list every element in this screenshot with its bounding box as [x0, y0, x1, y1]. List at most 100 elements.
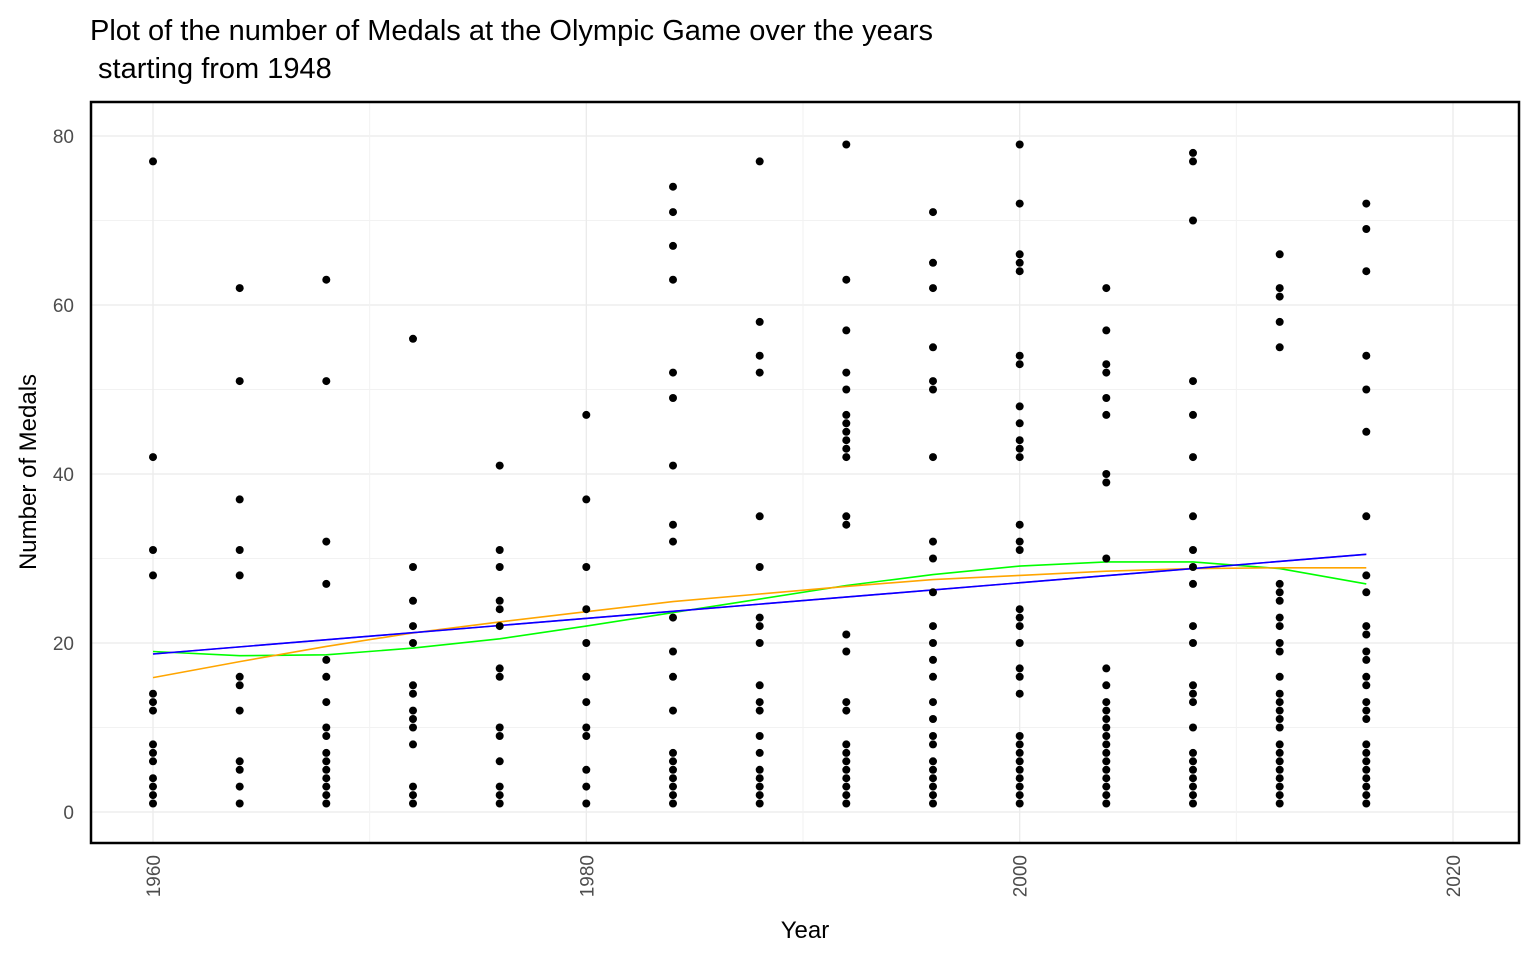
data-point — [842, 791, 851, 800]
data-point — [582, 782, 591, 791]
data-point — [669, 537, 677, 546]
data-point — [1102, 394, 1111, 402]
data-point — [1275, 647, 1284, 656]
data-point — [1015, 765, 1024, 774]
data-point — [1362, 765, 1371, 774]
data-point — [755, 782, 764, 791]
x-tick-label: 1980 — [577, 855, 598, 897]
data-point — [582, 723, 591, 732]
y-axis-title: Number of Medals — [15, 374, 42, 570]
data-point — [582, 799, 591, 808]
data-point — [842, 326, 851, 335]
data-point — [235, 495, 244, 504]
data-point — [1362, 799, 1371, 808]
data-point — [1362, 385, 1371, 394]
trend-line-4 — [152, 553, 1367, 655]
data-point — [322, 748, 331, 757]
data-point — [1189, 791, 1197, 800]
data-point — [322, 655, 331, 664]
trend-line-1 — [152, 561, 1367, 657]
data-point — [1015, 402, 1024, 411]
data-point — [842, 782, 851, 791]
data-point — [409, 791, 417, 800]
trend-lines — [152, 553, 1367, 679]
data-point — [1362, 647, 1371, 656]
data-point — [149, 774, 157, 783]
data-point — [1362, 571, 1371, 580]
data-point — [1102, 740, 1111, 749]
data-point — [1015, 444, 1024, 453]
data-point — [669, 647, 677, 656]
data-point — [495, 791, 504, 800]
data-point — [1015, 689, 1024, 698]
data-point — [409, 715, 417, 723]
data-point — [929, 385, 937, 394]
data-point — [1102, 664, 1111, 673]
data-point — [1189, 579, 1197, 588]
data-point — [149, 453, 157, 462]
data-point — [495, 461, 504, 470]
data-point — [1275, 343, 1284, 352]
data-point — [755, 791, 764, 800]
data-point — [1275, 774, 1284, 783]
data-point — [929, 698, 937, 707]
data-point — [235, 799, 244, 808]
data-point — [842, 512, 851, 521]
data-point — [929, 343, 937, 352]
data-point — [1189, 698, 1197, 707]
data-point — [755, 799, 764, 808]
data-point — [409, 334, 417, 343]
data-point — [1362, 791, 1371, 800]
data-point — [149, 791, 157, 800]
data-point — [322, 774, 331, 783]
data-point — [409, 681, 417, 690]
data-point — [1189, 377, 1197, 386]
chart-title-line-1: Plot of the number of Medals at the Olym… — [90, 15, 933, 47]
data-point — [1275, 748, 1284, 757]
data-point — [1189, 148, 1197, 157]
data-point — [755, 622, 764, 631]
data-point — [495, 672, 504, 681]
data-point — [1189, 689, 1197, 698]
data-point — [1015, 774, 1024, 783]
data-point — [1275, 799, 1284, 808]
data-point — [669, 613, 677, 622]
data-point — [1015, 140, 1024, 149]
data-point — [755, 732, 764, 740]
data-point — [1189, 216, 1197, 225]
data-point — [1015, 757, 1024, 766]
data-point — [149, 571, 157, 580]
plot-border — [89, 100, 1521, 845]
data-point — [1189, 681, 1197, 690]
data-point — [1189, 757, 1197, 766]
data-point — [409, 782, 417, 791]
data-point — [495, 546, 504, 554]
data-point — [1362, 267, 1371, 276]
data-point — [669, 748, 677, 757]
data-point — [235, 284, 244, 293]
data-point — [1275, 672, 1284, 681]
data-point — [669, 461, 677, 470]
data-point — [1275, 284, 1284, 293]
data-point — [842, 419, 851, 428]
y-axis-ticks: 0 20 40 60 80 — [53, 127, 74, 824]
data-point — [1362, 427, 1371, 436]
data-point — [1015, 360, 1024, 369]
data-point — [755, 774, 764, 783]
data-point — [1015, 267, 1024, 276]
data-point — [755, 698, 764, 707]
data-point — [669, 706, 677, 715]
data-point — [1275, 698, 1284, 707]
data-point — [1015, 613, 1024, 622]
data-point — [755, 512, 764, 521]
data-point — [1102, 470, 1111, 478]
data-point — [1102, 774, 1111, 783]
data-point — [929, 672, 937, 681]
data-point — [1102, 698, 1111, 707]
data-point — [755, 613, 764, 622]
data-point — [409, 596, 417, 605]
data-point — [929, 732, 937, 740]
data-point — [322, 765, 331, 774]
data-point — [1362, 512, 1371, 521]
